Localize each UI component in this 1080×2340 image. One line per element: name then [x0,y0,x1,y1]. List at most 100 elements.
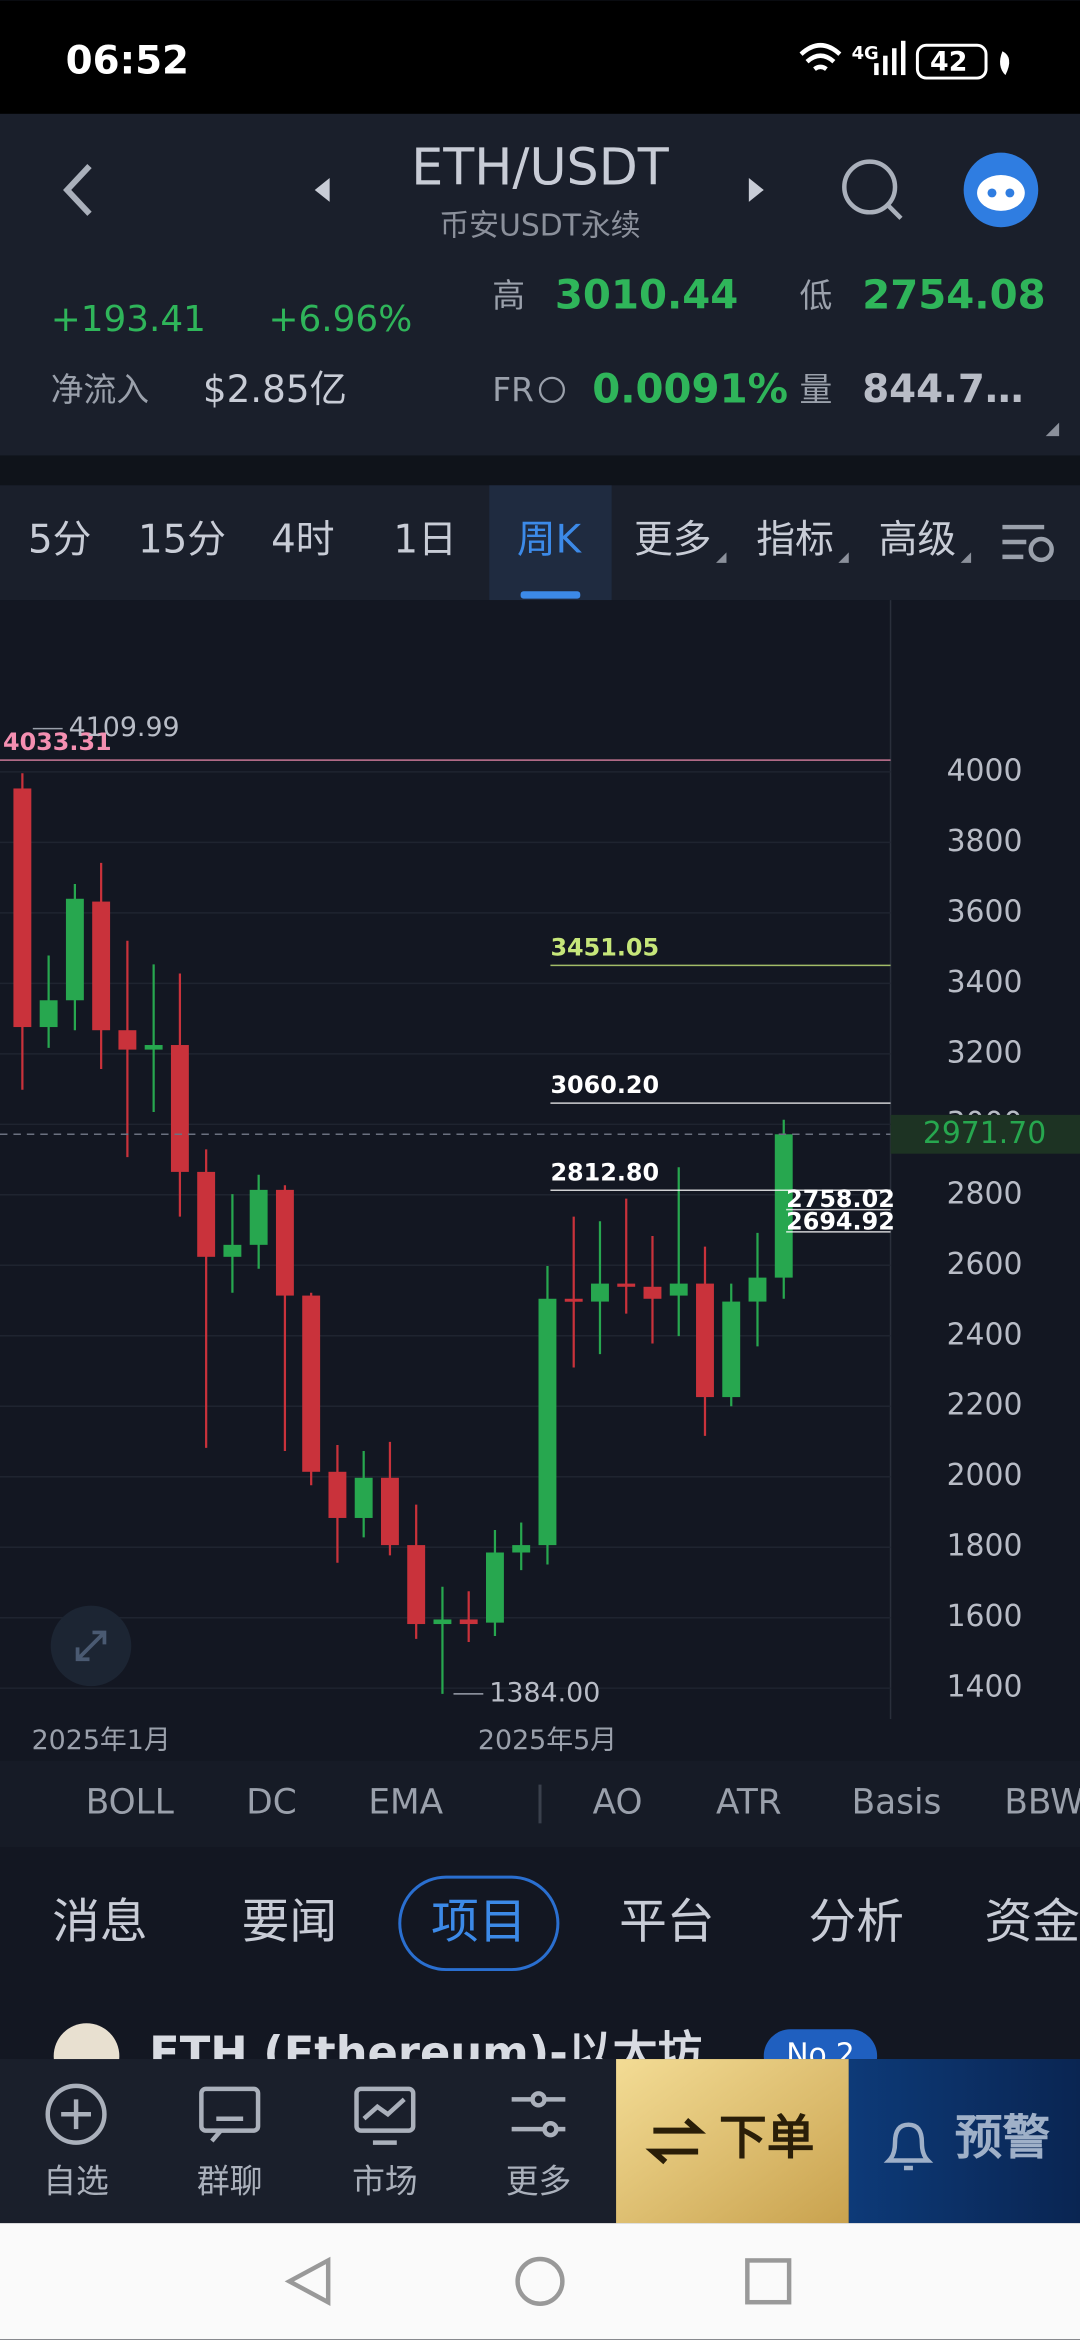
candle-body [774,1134,793,1278]
alert-label: 预警 [955,2111,1051,2166]
interval-tab[interactable]: 1日 [393,517,456,562]
next-pair[interactable] [748,178,764,202]
net-inflow: $2.85亿 [203,367,347,411]
y-tick-label: 3200 [947,1035,1023,1070]
candle-body [696,1283,714,1398]
divider [0,455,1080,486]
y-tick-label: 1800 [947,1529,1023,1564]
prev-pair[interactable] [314,178,330,202]
nav-label[interactable]: 自选 [43,2162,109,2200]
news-tab[interactable]: 要闻 [242,1895,337,1950]
level-label: 2812.80 [550,1158,659,1186]
candle-body [92,901,111,1031]
indicator[interactable]: AO [593,1782,643,1822]
candle-body [197,1171,216,1257]
interval-tab[interactable]: 周K [517,517,583,562]
assistant-avatar[interactable] [963,152,1039,228]
fr-value: 0.0091% [592,366,788,412]
candle-body [407,1545,426,1625]
candle-body [459,1619,478,1625]
y-tick-label: 2400 [947,1317,1023,1352]
indicator[interactable]: DC [246,1782,296,1822]
high-label: 高 [492,277,525,315]
nav-label[interactable]: 市场 [352,2162,418,2200]
y-tick-label: 2000 [947,1458,1023,1493]
indicator[interactable]: Basis [852,1782,942,1822]
candle-body [170,1045,189,1172]
interval-tab[interactable]: 指标 [756,517,834,562]
level-label: 4033.31 [3,728,112,756]
level-label: 2694.92 [786,1207,895,1235]
fullscreen-button[interactable] [50,1605,132,1687]
fr-label: FR [492,371,534,409]
battery-level: 42 [930,47,967,78]
candle-body [643,1286,662,1299]
y-tick-label: 4000 [947,753,1023,788]
fr-help[interactable] [538,376,565,403]
alert-button[interactable] [848,2059,1080,2224]
x-tick-label: 2025年5月 [478,1725,617,1756]
sys-back[interactable] [284,2256,331,2306]
candle-body [275,1189,294,1296]
nav-label[interactable]: 更多 [506,2162,572,2200]
order-button[interactable] [616,2059,849,2224]
interval-underline [520,591,581,599]
indicator[interactable]: BBW [1004,1782,1080,1822]
annotation-label: 4109.99 [69,712,180,743]
chart-settings[interactable] [1002,524,1054,563]
sys-recents[interactable] [745,2258,792,2305]
news-tab[interactable]: 项目 [431,1895,526,1950]
candle-body [748,1277,767,1302]
volume-label: 量 [800,371,833,409]
status-bar [0,0,1080,114]
back-button[interactable] [63,164,92,216]
y-tick-label: 2600 [947,1247,1023,1282]
y-tick-label: 3600 [947,894,1023,929]
interval-tab[interactable]: 高级 [879,517,957,562]
interval-tab[interactable]: 5分 [28,517,91,562]
news-tab[interactable]: 资金 [985,1895,1080,1950]
indicator[interactable]: EMA [368,1782,443,1822]
candle-body [39,1000,58,1028]
candle-body [118,1030,137,1050]
pair-title: ETH/USDT [411,138,670,197]
candle-body [13,788,32,1028]
interval-tab[interactable]: 4时 [271,517,334,562]
interval-tab[interactable]: 15分 [138,517,226,562]
y-tick-label: 3400 [947,965,1023,1000]
level-label: 3060.20 [550,1071,659,1099]
chart-area [0,600,1080,1761]
market-name: 币安USDT永续 [439,209,640,244]
candle-body [144,1045,163,1050]
network: 4G [852,43,879,64]
candle-body [328,1471,347,1518]
candle-body [354,1477,373,1518]
y-tick-label: 1400 [947,1670,1023,1705]
y-tick-label: 2200 [947,1388,1023,1423]
change: +193.41 [51,299,206,340]
nav-label[interactable]: 群聊 [197,2162,263,2200]
indicator[interactable]: ATR [716,1782,782,1822]
news-tab[interactable]: 分析 [809,1895,904,1950]
candle-body [538,1298,557,1546]
system-nav [0,2223,1080,2340]
volume-value: 844.7… [862,367,1023,412]
candle-body [380,1477,399,1546]
search-button[interactable] [842,159,903,220]
candle-body [223,1244,242,1257]
level-label: 2758.02 [786,1185,895,1213]
y-tick-label: 3800 [947,824,1023,859]
news-tab[interactable]: 消息 [52,1895,147,1950]
battery-icon [915,43,988,80]
sys-home[interactable] [515,2256,565,2306]
y-tick-label: 1600 [947,1599,1023,1634]
news-area [0,1847,1080,2060]
interval-active-bg [489,485,612,601]
news-tab[interactable]: 平台 [619,1895,714,1950]
expand-corner[interactable] [1045,422,1060,437]
indicator[interactable]: BOLL [86,1782,174,1822]
interval-tab[interactable]: 更多 [634,517,712,562]
candle-body [564,1298,583,1302]
